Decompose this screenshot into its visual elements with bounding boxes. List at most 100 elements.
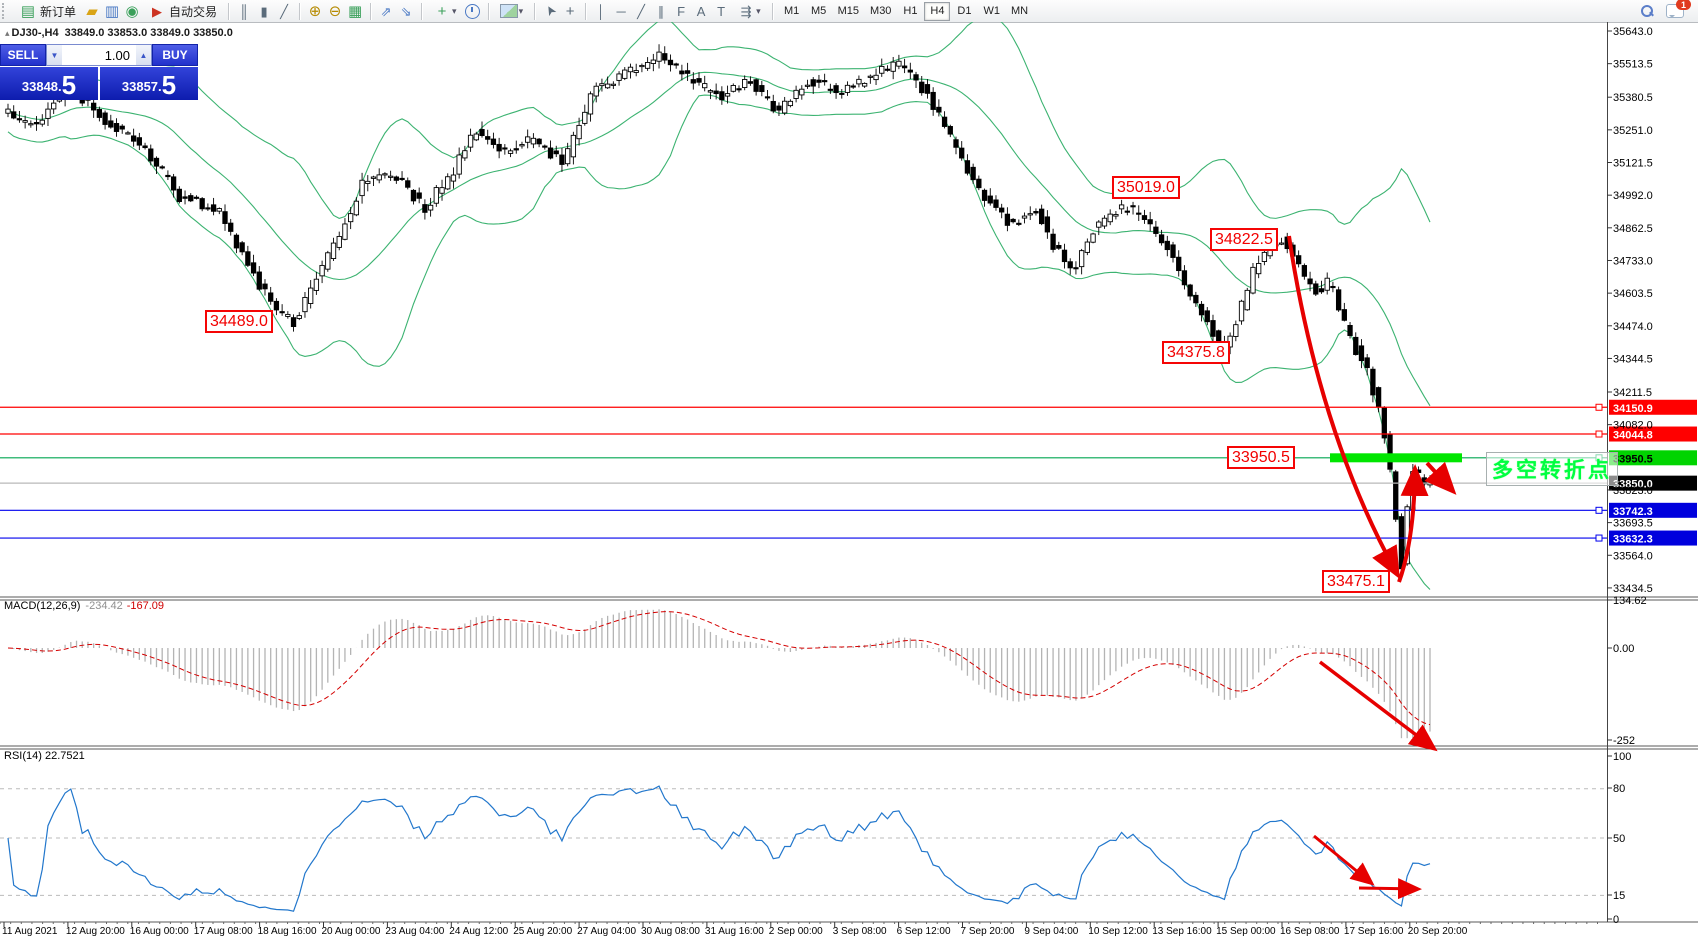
chat-icon[interactable]: 1 [1666,0,1691,18]
macd-indicator-label: MACD(12,26,9) -234.42 -167.09 [4,600,164,612]
candle-body [559,154,565,165]
zoom-out-icon[interactable]: ⊖ [328,2,342,20]
price-tag[interactable] [1609,475,1697,491]
price-annotation-box[interactable]: 33475.1 [1322,570,1390,593]
vertical-line-tool-icon[interactable]: │ [597,3,606,19]
horizontal-line-tool-icon[interactable]: ─ [616,3,626,19]
terminal-icon[interactable]: ▥ [104,2,120,20]
trend-arrow[interactable] [1313,834,1375,886]
dropdown-arrow-icon: ▾ [518,5,524,16]
candle-body [336,235,342,248]
chart-shift-icon[interactable]: ⇘ [400,3,412,19]
candle-body [382,173,388,176]
candle-body [662,53,668,61]
text-tool-icon[interactable]: A [696,3,706,19]
candle-body [433,187,439,204]
level-handle[interactable] [1595,506,1603,514]
timeframe-m15[interactable]: M15 [833,2,864,21]
candle-body [1250,266,1256,294]
price-tag[interactable] [1609,426,1697,442]
candle-body [313,278,320,291]
note-annotation[interactable]: 多空转折点 [1486,452,1618,486]
label-tool-icon[interactable]: T [717,3,726,19]
candle-body [507,150,514,154]
volume-input[interactable]: 1.00 [104,47,130,63]
price-tag-text: 34150.9 [1613,403,1653,415]
timeframe-mn[interactable]: MN [1006,2,1033,21]
volume-decrease-button[interactable]: ▼ [47,45,62,65]
sell-price-display[interactable]: 33848. 5 [0,67,98,100]
timeframe-w1[interactable]: W1 [978,2,1005,21]
candle-body [405,180,411,188]
trend-arrow[interactable] [1424,461,1457,495]
turning-point-highlight[interactable] [1330,453,1462,463]
timeframe-toolbar: M1 M5 M15 M30 H1 H4 D1 W1 MN [779,1,1033,21]
channel-tool-icon[interactable]: ∥ [657,3,665,19]
candle-body [233,234,240,249]
zoom-in-icon[interactable]: ⊕ [308,2,322,20]
shapes-button[interactable]: ⇶ ▾ [732,1,766,21]
timeframe-h4[interactable]: H4 [924,1,951,21]
candle-body [1061,249,1068,263]
timeframe-h1[interactable]: H1 [897,2,923,21]
price-tag[interactable] [1609,502,1697,518]
timeframe-m5[interactable]: M5 [806,2,832,21]
market-depth-icon[interactable]: ▰ [86,2,98,20]
candle-body [1107,213,1113,223]
candle-body [565,148,571,165]
add-indicator-button[interactable]: + ▾ [428,1,462,21]
price-annotation-box[interactable]: 34375.8 [1162,341,1230,364]
fibonacci-tool-icon[interactable]: F [677,3,686,19]
level-handle[interactable] [1595,534,1603,542]
trend-arrow[interactable] [1358,878,1422,900]
price-axis-label: 34733.0 [1613,255,1653,267]
period-clock-icon[interactable] [464,2,482,20]
candle-body [148,148,154,162]
candle-body [182,196,188,199]
candle-body [359,179,365,197]
candle-body [747,81,754,84]
search-icon[interactable] [1640,4,1654,18]
sell-button[interactable]: SELL [0,44,46,66]
chart-canvas[interactable]: 34150.9 34044.8 33950.5 33850.0 33742.3 33632… [0,22,1698,939]
crosshair-tool-icon[interactable]: + [565,2,575,20]
level-handle[interactable] [1595,403,1603,411]
autotrading-button[interactable]: ▶ 自动交易 [143,1,222,21]
volume-increase-button[interactable]: ▲ [136,45,151,65]
price-tag[interactable] [1609,450,1697,466]
price-axis-label: 33823.0 [1613,485,1653,497]
signals-icon[interactable]: ◉ [125,2,139,20]
trendline-tool-icon[interactable]: ╱ [637,3,645,19]
price-annotation-box[interactable]: 33950.5 [1227,446,1295,469]
tile-windows-icon[interactable]: ▦ [347,2,363,20]
candle-body [690,79,696,84]
timeframe-m1[interactable]: M1 [779,2,805,21]
cursor-tool-icon[interactable]: ➤ [540,2,560,20]
template-button[interactable]: ▾ [495,1,529,21]
candle-body [673,63,679,66]
price-annotation-box[interactable]: 34489.0 [205,310,273,333]
timeframe-m30[interactable]: M30 [865,2,896,21]
candlestick-chart-icon[interactable]: ▮ [260,3,268,19]
bar-chart-icon[interactable]: ║ [239,3,249,19]
candle-body [1324,277,1330,291]
trend-arrow[interactable] [1397,464,1429,583]
candle-body [1090,233,1096,243]
price-tag[interactable] [1609,399,1697,415]
candle-body [1164,240,1170,251]
timeframe-d1[interactable]: D1 [951,2,977,21]
price-annotation-box[interactable]: 34822.5 [1210,228,1278,251]
line-chart-icon[interactable]: ╱ [280,3,288,19]
buy-price-display[interactable]: 33857. 5 [100,67,198,100]
price-annotation-box[interactable]: 35019.0 [1112,176,1180,199]
candle-body [787,100,794,107]
trend-arrow[interactable] [1287,235,1400,580]
level-handle[interactable] [1595,430,1603,438]
new-order-button[interactable]: ▤ 新订单 [14,1,81,21]
buy-button[interactable]: BUY [152,44,198,66]
auto-scroll-icon[interactable]: ⇗ [380,3,392,19]
price-axis-label: 34992.0 [1613,190,1653,202]
trend-arrow[interactable] [1318,660,1438,752]
price-tag[interactable] [1609,530,1697,546]
candle-body [1096,221,1102,228]
